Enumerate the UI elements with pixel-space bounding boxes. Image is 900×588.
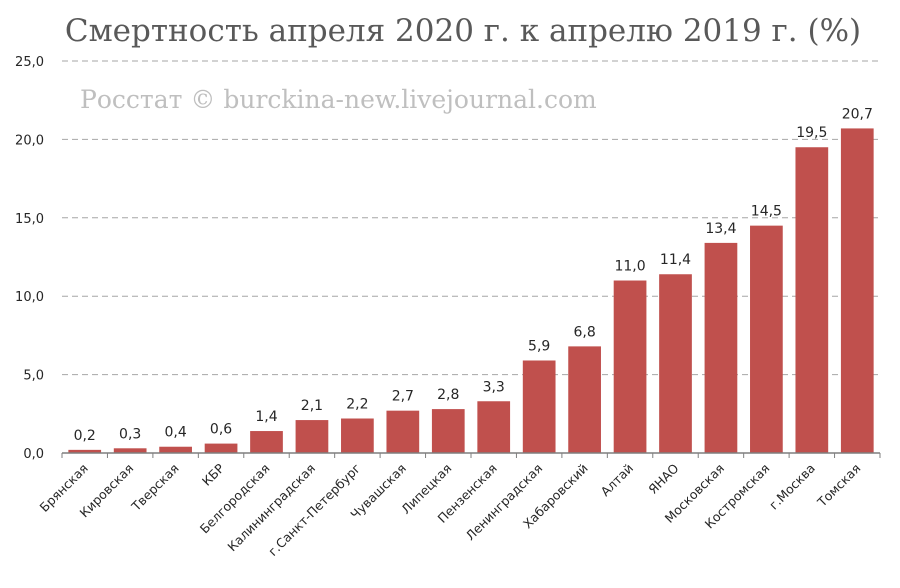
x-tick-label: Ленинградская	[463, 461, 546, 544]
data-label: 0,4	[164, 425, 186, 441]
y-tick-label: 15,0	[15, 212, 44, 227]
data-label: 0,3	[119, 426, 141, 442]
bar	[659, 274, 692, 453]
y-tick-label: 25,0	[15, 55, 44, 70]
x-tick-label: ЯНАО	[645, 460, 682, 497]
data-label: 6,8	[573, 324, 595, 340]
bar	[704, 242, 738, 453]
watermark-text: Росстат © burckina-new.livejournal.com	[80, 85, 597, 114]
bar	[568, 346, 601, 453]
data-label: 14,5	[751, 204, 782, 220]
data-label: 20,7	[842, 106, 873, 122]
bar	[295, 420, 329, 453]
bar	[795, 147, 829, 454]
data-label: 2,2	[346, 397, 368, 413]
bar	[522, 360, 556, 453]
y-tick-label: 10,0	[15, 290, 44, 305]
bar	[159, 446, 192, 453]
y-axis-ticks: 0,0 5,0 10,0 15,0 20,0 25,0	[15, 55, 44, 462]
x-tick-label: Калининградская	[224, 461, 318, 555]
bar	[250, 431, 283, 453]
data-label: 2,7	[392, 389, 414, 405]
bar	[204, 443, 238, 453]
data-label: 1,4	[255, 409, 277, 425]
x-axis	[61, 452, 881, 458]
y-tick-label: 5,0	[23, 369, 44, 384]
bar	[477, 401, 511, 453]
bar	[68, 449, 102, 453]
bar	[750, 225, 783, 453]
data-label: 3,3	[483, 379, 505, 395]
bar	[613, 280, 647, 453]
y-tick-label: 0,0	[23, 447, 44, 462]
x-tick-label: Томская	[814, 461, 864, 511]
data-label: 5,9	[528, 338, 550, 354]
data-labels: 0,2 0,3 0,4 0,6 1,4 2,1 2,2 2,7 2,8 3,3 5,9 6,8 11,0…	[74, 106, 873, 443]
bar	[113, 448, 147, 453]
x-tick-label: Тверская	[128, 461, 182, 515]
bar	[431, 409, 465, 453]
bar	[341, 418, 374, 453]
x-tick-label: КБР	[199, 460, 228, 489]
bar	[840, 128, 874, 453]
bars-group	[68, 128, 874, 454]
data-label: 19,5	[796, 125, 827, 141]
y-tick-label: 20,0	[15, 133, 44, 148]
data-label: 0,2	[74, 428, 96, 444]
data-label: 11,0	[614, 259, 645, 275]
data-label: 11,4	[660, 252, 691, 268]
bar	[386, 410, 420, 453]
x-tick-label: г.Москва	[766, 461, 818, 513]
data-label: 0,6	[210, 422, 232, 438]
x-tick-label: Алтай	[598, 461, 637, 500]
data-label: 13,4	[705, 221, 736, 237]
chart-title: Смертность апреля 2020 г. к апрелю 2019 …	[65, 13, 861, 49]
gridlines	[62, 60, 880, 376]
data-label: 2,1	[301, 398, 323, 414]
data-label: 2,8	[437, 387, 459, 403]
